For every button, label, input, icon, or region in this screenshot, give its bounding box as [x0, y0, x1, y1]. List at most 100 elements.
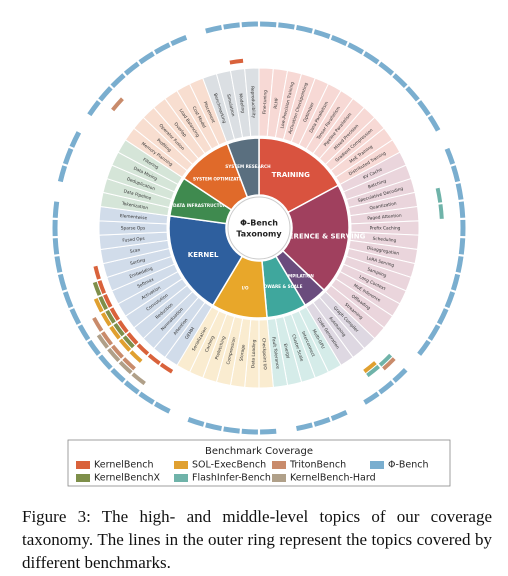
coverage-arc: [378, 61, 395, 76]
coverage-arc: [223, 22, 240, 30]
coverage-arc: [100, 331, 113, 346]
leaf-label: Energy: [282, 343, 291, 359]
leaf-label: Quantization: [369, 201, 397, 212]
coverage-arc: [436, 308, 449, 325]
legend-swatch: [76, 461, 90, 469]
legend-swatch: [76, 474, 90, 482]
leaf-segment: [244, 67, 260, 137]
coverage-arc: [122, 357, 136, 371]
legend-box: [67, 439, 451, 487]
coverage-arc: [330, 35, 348, 47]
coverage-arc: [123, 61, 140, 76]
legend-label: TritonBench: [289, 460, 346, 471]
caption: Figure 3: The high- and middle-level top…: [22, 507, 492, 572]
legend-label: FlashInfer-Bench: [192, 473, 271, 484]
leaf-label: RLHF: [273, 97, 281, 109]
category-label: HARDWARE & SCALE: [254, 284, 303, 289]
legend-swatch: [174, 461, 188, 469]
leaf-label: Data Loading: [250, 339, 257, 368]
coverage-arc: [138, 51, 155, 65]
coverage-arc: [260, 428, 277, 435]
category-segment: [258, 137, 340, 214]
coverage-arc: [87, 100, 101, 117]
coverage-arc: [57, 165, 68, 183]
coverage-arc: [129, 350, 143, 363]
center-circle: [227, 196, 291, 260]
coverage-arc: [98, 296, 108, 311]
legend-title: Benchmark Coverage: [205, 446, 313, 457]
coverage-arc: [154, 401, 171, 414]
coverage-arc: [417, 100, 431, 117]
coverage-arc: [105, 309, 116, 324]
coverage-arc: [229, 58, 244, 65]
coverage-arc: [363, 51, 380, 65]
leaf-label: Scan: [129, 247, 141, 255]
coverage-arc: [159, 362, 174, 374]
coverage-arc: [77, 324, 91, 341]
coverage-arc: [122, 335, 135, 349]
legend-label: KernelBenchX: [94, 473, 160, 484]
coverage-arc: [241, 428, 258, 435]
coverage-arc: [93, 265, 101, 280]
coverage-arc: [93, 298, 104, 313]
leaf-label: Tokenization: [120, 200, 148, 211]
category-label: TRAINING: [272, 171, 311, 179]
legend-swatch: [174, 474, 188, 482]
coverage-arc: [438, 204, 444, 219]
center-title: Φ-Bench: [240, 219, 278, 228]
category-segment: [168, 215, 244, 307]
coverage-arc: [54, 256, 63, 273]
coverage-arc: [278, 22, 295, 30]
coverage-arc: [427, 324, 441, 341]
coverage-arc: [405, 86, 420, 102]
coverage-arc: [296, 422, 313, 431]
leaf-label: Paged Attention: [367, 213, 402, 222]
legend-label: KernelBench-Hard: [290, 473, 376, 484]
coverage-arc: [444, 291, 456, 309]
coverage-arc: [118, 338, 132, 352]
coverage-arc: [87, 339, 101, 356]
coverage-arc: [100, 312, 112, 327]
coverage-arc: [98, 86, 113, 102]
category-label: DATA INFRASTRUCTURE: [173, 203, 229, 208]
coverage-arc: [455, 183, 464, 200]
coverage-arc: [363, 361, 377, 374]
coverage-arc: [109, 307, 120, 321]
coverage-arc: [450, 165, 461, 183]
coverage-arc: [347, 42, 364, 55]
coverage-arc: [260, 21, 277, 28]
leaf-label: Elementwise: [120, 213, 148, 221]
coverage-arc: [92, 316, 104, 332]
leaf-label: Modeling: [237, 93, 246, 113]
coverage-arc: [170, 35, 188, 47]
coverage-arc: [450, 273, 461, 291]
coverage-arc: [392, 368, 408, 383]
coverage-arc: [69, 131, 82, 148]
leaf-label: Fine-tuning: [262, 90, 269, 115]
coverage-arc: [96, 334, 110, 349]
coverage-arc: [458, 238, 466, 255]
category-segment: [226, 137, 260, 199]
legend-label: KernelBench: [94, 460, 153, 471]
coverage-arc: [123, 380, 140, 395]
coverage-arc: [187, 417, 205, 427]
coverage-arc: [241, 21, 258, 28]
coverage-arc: [154, 42, 171, 55]
leaf-label: Prefix Caching: [370, 226, 401, 232]
coverage-arc: [107, 347, 121, 363]
coverage-arc: [223, 426, 240, 434]
coverage-arc: [378, 353, 393, 367]
coverage-arc: [111, 344, 124, 359]
leaf-label: Fused Ops: [122, 236, 145, 244]
coverage-arc: [52, 201, 60, 218]
legend-swatch: [370, 461, 384, 469]
coverage-arc: [117, 320, 129, 334]
coverage-arc: [98, 354, 113, 370]
coverage-arc: [110, 368, 126, 383]
coverage-arc: [62, 147, 74, 165]
coverage-arc: [113, 322, 125, 337]
coverage-arc: [296, 25, 313, 34]
coverage-arc: [57, 273, 68, 291]
coverage-arc: [435, 187, 443, 203]
coverage-arc: [110, 73, 126, 88]
